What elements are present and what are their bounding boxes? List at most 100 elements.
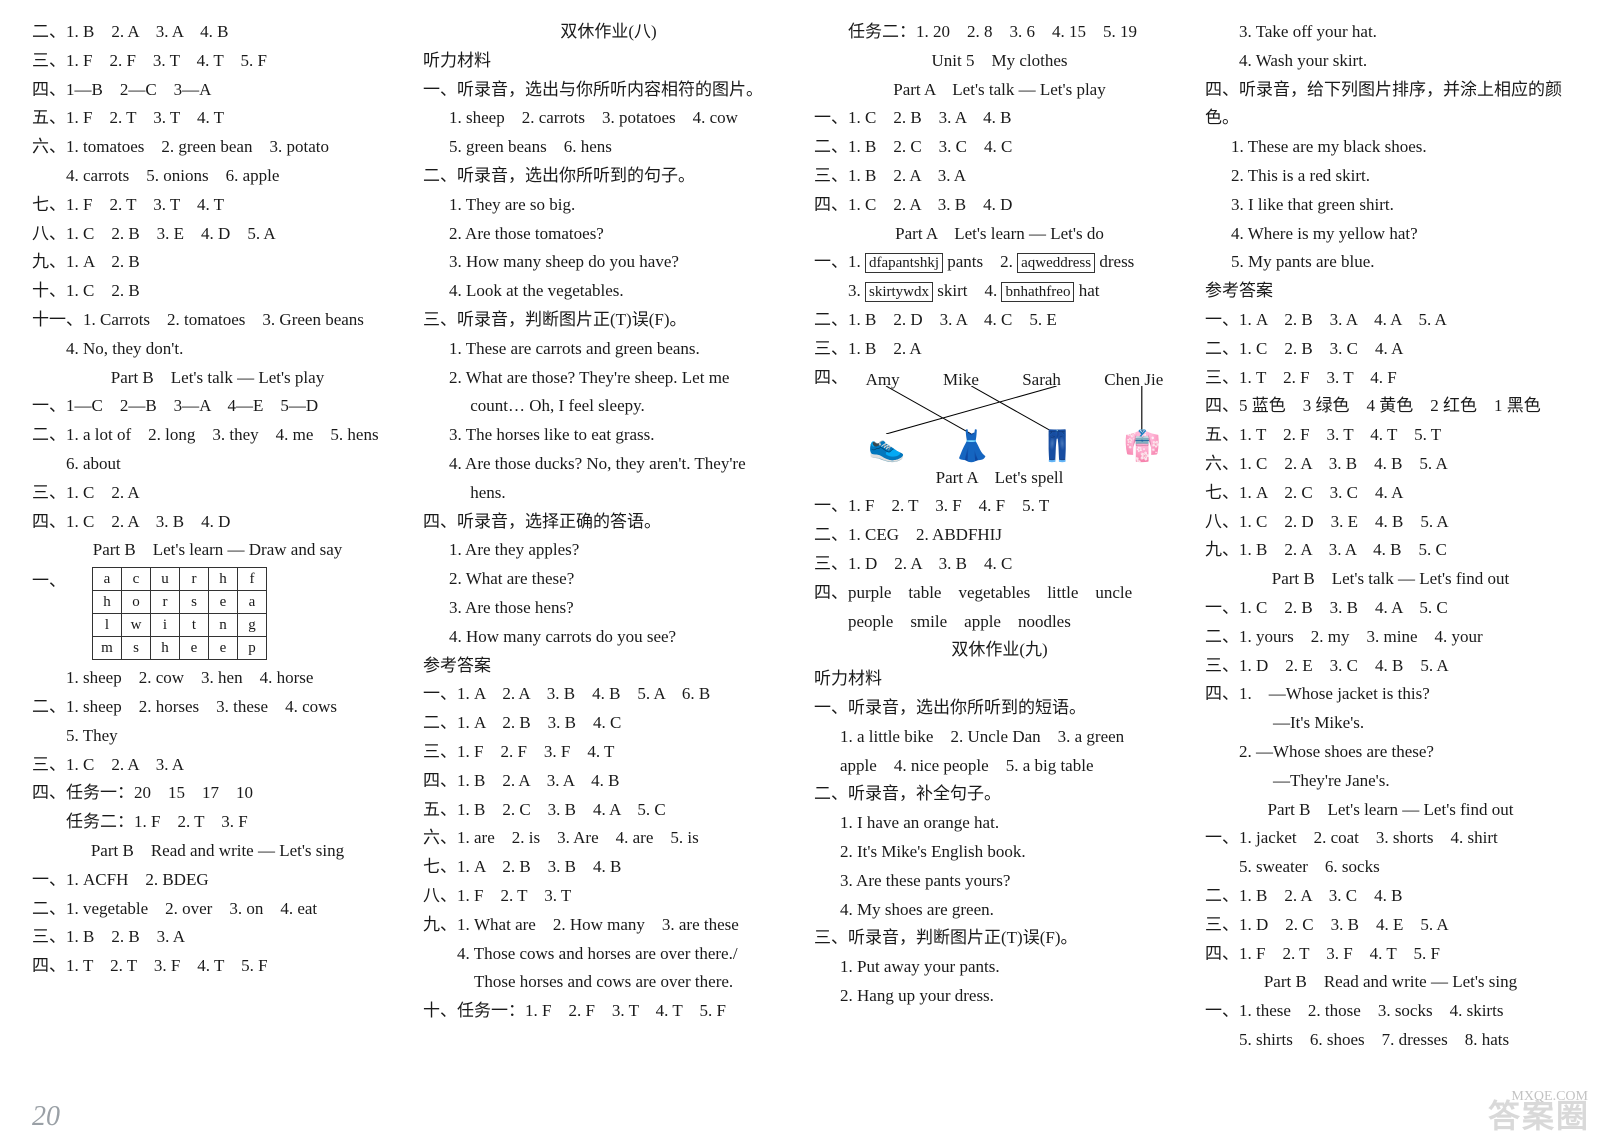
c4-pb2-2: 二、1. B 2. A 3. C 4. B xyxy=(1205,882,1576,911)
c3-boxed-line1: 一、1. dfapantshkj pants 2. aqweddress dre… xyxy=(814,248,1185,277)
c1-ag-2: 5. They xyxy=(32,722,403,751)
c2-s2-3: 4. Look at the vegetables. xyxy=(423,277,794,306)
c2-ans-2: 三、1. F 2. F 3. F 4. T xyxy=(423,738,794,767)
c3-pa1-1: 二、1. B 2. C 3. C 4. C xyxy=(814,133,1185,162)
column-1: 二、1. B 2. A 3. A 4. B 三、1. F 2. F 3. T 4… xyxy=(22,18,413,1133)
c4-cont-0: 3. Take off your hat. xyxy=(1205,18,1576,47)
c3-hw9-s1-0: 1. a little bike 2. Uncle Dan 3. a green xyxy=(814,723,1185,752)
c4-ans-4: 五、1. T 2. F 3. T 4. T 5. T xyxy=(1205,421,1576,450)
c4-cont-1: 4. Wash your skirt. xyxy=(1205,47,1576,76)
match-label: 四、 xyxy=(814,364,844,464)
g-0-1: c xyxy=(122,568,151,591)
c2-s3-0: 1. These are carrots and green beans. xyxy=(423,335,794,364)
g-1-2: r xyxy=(151,591,180,614)
c2-ans-11: 十、任务一：1. F 2. F 3. T 4. T 5. F xyxy=(423,997,794,1026)
c2-s2-2: 3. How many sheep do you have? xyxy=(423,248,794,277)
c1-partB3-title: Part B Read and write — Let's sing xyxy=(32,837,403,866)
c1-l6: 七、1. F 2. T 3. T 4. T xyxy=(32,191,403,220)
c3-hw9-s2t: 二、听录音，补全句子。 xyxy=(814,780,1185,809)
boxed-4-after: hat xyxy=(1079,281,1100,300)
c1-pb3-3: 四、1. T 2. T 3. F 4. T 5. F xyxy=(32,952,403,981)
g-2-1: w xyxy=(122,614,151,637)
c3-hw9-s1-1: apple 4. nice people 5. a big table xyxy=(814,752,1185,781)
c2-title: 双休作业(八) xyxy=(423,18,794,47)
watermark-text: 答案圈 xyxy=(1488,1091,1590,1137)
g-2-2: i xyxy=(151,614,180,637)
c1-ag-1: 二、1. sheep 2. horses 3. these 4. cows xyxy=(32,693,403,722)
boxed-4: bnhathfreo xyxy=(1001,282,1074,302)
c4-ans-3: 四、5 蓝色 3 绿色 4 黄色 2 红色 1 黑色 xyxy=(1205,392,1576,421)
g-2-5: g xyxy=(238,614,267,637)
c2-s1-1: 5. green beans 6. hens xyxy=(423,133,794,162)
c4-ans-6: 七、1. A 2. C 3. C 4. A xyxy=(1205,479,1576,508)
g-1-0: h xyxy=(93,591,122,614)
shoe-icon: 👟 xyxy=(868,433,905,462)
c1-pb1-0: 一、1—C 2—B 3—A 4—E 5—D xyxy=(32,392,403,421)
c3-pa1-0: 一、1. C 2. B 3. A 4. B xyxy=(814,104,1185,133)
g-2-4: n xyxy=(209,614,238,637)
c2-s4-title: 四、听录音，选择正确的答语。 xyxy=(423,508,794,537)
c2-s2-1: 2. Are those tomatoes? xyxy=(423,220,794,249)
match-lines xyxy=(844,386,1185,434)
c1-l9: 十、1. C 2. B xyxy=(32,277,403,306)
c4-pb1-6: —They're Jane's. xyxy=(1205,767,1576,796)
c3-pa2-title: Part A Let's learn — Let's do xyxy=(814,220,1185,249)
c3-pa1-2: 三、1. B 2. A 3. A xyxy=(814,162,1185,191)
c4-pb1-title: Part B Let's talk — Let's find out xyxy=(1205,565,1576,594)
c2-ans-0: 一、1. A 2. A 3. B 4. B 5. A 6. B xyxy=(423,680,794,709)
c1-l7: 八、1. C 2. B 3. E 4. D 5. A xyxy=(32,220,403,249)
g-2-3: t xyxy=(180,614,209,637)
c4-ans-1: 二、1. C 2. B 3. C 4. A xyxy=(1205,335,1576,364)
column-3: 任务二：1. 20 2. 8 3. 6 4. 15 5. 19 Unit 5 M… xyxy=(804,18,1195,1133)
c1-ag-0: 1. sheep 2. cow 3. hen 4. horse xyxy=(32,664,403,693)
c4-ans-5: 六、1. C 2. A 3. B 4. B 5. A xyxy=(1205,450,1576,479)
g-1-5: a xyxy=(238,591,267,614)
boxed-3-after: skirt 4. xyxy=(937,281,1001,300)
c3-pa3-2: 三、1. D 2. A 3. B 4. C xyxy=(814,550,1185,579)
c3-hw9-s3-0: 1. Put away your pants. xyxy=(814,953,1185,982)
c4-s4-1: 2. This is a red skirt. xyxy=(1205,162,1576,191)
c3-hw9-s1t: 一、听录音，选出你所听到的短语。 xyxy=(814,694,1185,723)
boxed-2-after: dress xyxy=(1099,252,1134,271)
c1-l2: 四、1—B 2—C 3—A xyxy=(32,76,403,105)
c3-boxed-line2: 3. skirtywdx skirt 4. bnhathfreo hat xyxy=(814,277,1185,306)
c3-hw9-s3-1: 2. Hang up your dress. xyxy=(814,982,1185,1011)
c2-ans-4: 五、1. B 2. C 3. B 4. A 5. C xyxy=(423,796,794,825)
c2-s3-1: 2. What are those? They're sheep. Let me xyxy=(423,364,794,393)
matching-diagram: Amy Mike Sarah Chen Jie 👟 👗 👖 👘 xyxy=(844,366,1185,462)
c3-hw9-s2-3: 4. My shoes are green. xyxy=(814,896,1185,925)
c4-pb3-1: 5. shirts 6. shoes 7. dresses 8. hats xyxy=(1205,1026,1576,1055)
c4-pb1-2: 三、1. D 2. E 3. C 4. B 5. A xyxy=(1205,652,1576,681)
g-3-0: m xyxy=(93,637,122,660)
c2-ans-1: 二、1. A 2. B 3. B 4. C xyxy=(423,709,794,738)
c3-top: 任务二：1. 20 2. 8 3. 6 4. 15 5. 19 xyxy=(814,18,1185,47)
c2-s3-2: count… Oh, I feel sleepy. xyxy=(423,392,794,421)
boxed-prefix-2: 3. xyxy=(814,281,865,300)
c2-ans-6: 七、1. A 2. B 3. B 4. B xyxy=(423,853,794,882)
c4-pb3-title: Part B Read and write — Let's sing xyxy=(1205,968,1576,997)
g-2-0: l xyxy=(93,614,122,637)
c2-ans-title: 参考答案 xyxy=(423,652,794,681)
c2-s4-1: 2. What are these? xyxy=(423,565,794,594)
c4-pb1-1: 二、1. yours 2. my 3. mine 4. your xyxy=(1205,623,1576,652)
c2-s3-5: hens. xyxy=(423,479,794,508)
c1-pb1-4: 四、1. C 2. A 3. B 4. D xyxy=(32,508,403,537)
c1-pb3-2: 三、1. B 2. B 3. A xyxy=(32,923,403,952)
boxed-prefix-1: 一、1. xyxy=(814,252,865,271)
g-3-1: s xyxy=(122,637,151,660)
c3-hw9-s2-0: 1. I have an orange hat. xyxy=(814,809,1185,838)
column-2: 双休作业(八) 听力材料 一、听录音，选出与你所听内容相符的图片。 1. she… xyxy=(413,18,804,1133)
c1-l4: 六、1. tomatoes 2. green bean 3. potato xyxy=(32,133,403,162)
c2-ans-3: 四、1. B 2. A 3. A 4. B xyxy=(423,767,794,796)
g-3-4: e xyxy=(209,637,238,660)
c2-h1: 听力材料 xyxy=(423,47,794,76)
c2-s2-title: 二、听录音，选出你所听到的句子。 xyxy=(423,162,794,191)
g-0-2: u xyxy=(151,568,180,591)
c3-hw9-s2-1: 2. It's Mike's English book. xyxy=(814,838,1185,867)
c4-pb1-5: 2. —Whose shoes are these? xyxy=(1205,738,1576,767)
c1-l0: 二、1. B 2. A 3. A 4. B xyxy=(32,18,403,47)
page-number: 20 xyxy=(32,1101,60,1133)
c1-pb3-0: 一、1. ACFH 2. BDEG xyxy=(32,866,403,895)
c1-ag-3: 三、1. C 2. A 3. A xyxy=(32,751,403,780)
boxed-1: dfapantshkj xyxy=(865,253,943,273)
